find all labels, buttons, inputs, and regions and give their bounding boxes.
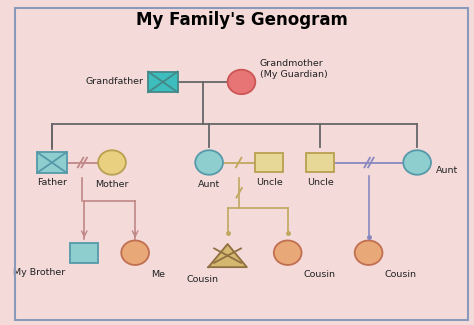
Text: Mother: Mother (95, 180, 129, 188)
Ellipse shape (228, 70, 255, 94)
Text: Uncle: Uncle (256, 178, 283, 187)
Ellipse shape (274, 240, 301, 265)
Text: Grandmother
(My Guardian): Grandmother (My Guardian) (260, 59, 328, 79)
Ellipse shape (121, 240, 149, 265)
Text: Cousin: Cousin (304, 270, 336, 279)
Ellipse shape (403, 150, 431, 175)
Bar (70, 243, 98, 263)
Text: My Family's Genogram: My Family's Genogram (136, 11, 347, 29)
Text: Father: Father (37, 178, 67, 187)
Text: Cousin: Cousin (385, 270, 417, 279)
Ellipse shape (195, 150, 223, 175)
Bar (306, 153, 334, 172)
Text: Aunt: Aunt (198, 180, 220, 188)
Bar (255, 153, 283, 172)
Ellipse shape (98, 150, 126, 175)
Text: Aunt: Aunt (436, 166, 458, 175)
Text: Cousin: Cousin (186, 275, 219, 284)
Text: Grandfather: Grandfather (85, 77, 144, 86)
Bar (148, 72, 178, 92)
Text: Uncle: Uncle (307, 178, 333, 187)
Polygon shape (209, 244, 247, 267)
Text: Me: Me (151, 270, 165, 279)
Bar (37, 152, 67, 173)
Ellipse shape (355, 240, 383, 265)
Text: My Brother: My Brother (13, 268, 65, 277)
